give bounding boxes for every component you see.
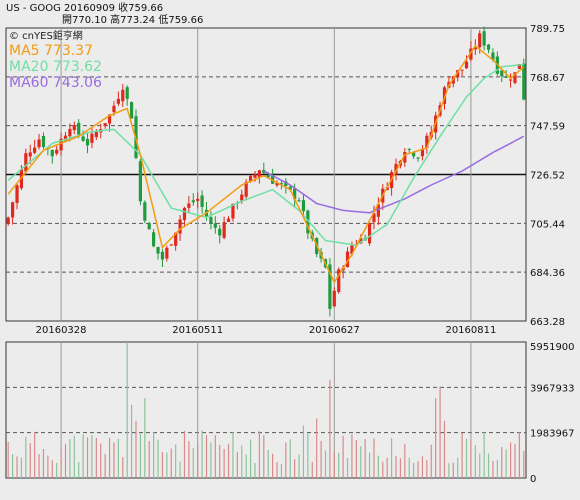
candlestick [213, 216, 217, 234]
candlestick [11, 201, 15, 225]
candlestick [226, 216, 231, 223]
price-tick-label: 789.75 [530, 24, 565, 35]
candlestick [372, 205, 376, 230]
legend-ma20: MA20 773.62 [9, 59, 102, 75]
candlestick [209, 211, 213, 230]
ma20-line [7, 63, 524, 246]
candlestick [107, 113, 112, 132]
candlestick [116, 91, 120, 106]
candlestick [138, 158, 143, 206]
candlestick [41, 132, 46, 149]
candlestick [200, 190, 204, 214]
legend-ma60: MA60 743.06 [9, 75, 102, 91]
date-tick-label: 20160328 [36, 325, 87, 336]
candlestick [218, 224, 222, 244]
candlestick [508, 73, 513, 88]
candlesticks [6, 26, 526, 317]
candlestick [55, 145, 59, 156]
candlestick [125, 85, 129, 106]
volume-bars [7, 342, 525, 478]
candlestick [15, 182, 19, 210]
price-tick-label: 768.67 [530, 73, 565, 84]
candlestick [297, 197, 301, 203]
candlestick [187, 196, 191, 214]
candlestick [129, 101, 134, 119]
ma5-line [7, 44, 525, 284]
candlestick [182, 206, 187, 228]
price-vertical-grid [60, 28, 472, 321]
candlestick [24, 148, 28, 176]
candlestick [33, 139, 37, 155]
candlestick [174, 232, 178, 251]
candlestick [165, 245, 169, 262]
price-tick-label: 726.52 [530, 170, 565, 181]
volume-tick-label: 5951900 [530, 342, 575, 353]
candlestick [460, 69, 464, 77]
price-tick-label: 663.28 [530, 317, 565, 328]
candlestick [275, 180, 279, 188]
moving-average-lines [7, 44, 525, 284]
candlestick [147, 221, 151, 230]
candlestick [301, 193, 306, 217]
candlestick [407, 148, 411, 153]
candlestick [332, 287, 336, 308]
candlestick [345, 247, 350, 268]
candlestick [50, 149, 54, 164]
candlestick [85, 131, 90, 154]
candlestick [59, 132, 63, 156]
candlestick [222, 216, 226, 240]
candlestick [500, 68, 504, 83]
candlestick [103, 123, 107, 129]
header-ohl-line: 開770.10 高773.24 低759.66 [62, 13, 203, 26]
volume-tick-label: 1983967 [530, 429, 575, 440]
cnyes-logo-text: © cnYES鉅亨網 [9, 29, 83, 42]
volume-axis-ticks: 5951900 3967933 1983967 0 [530, 342, 575, 485]
date-tick-label: 20160811 [445, 325, 496, 336]
candlestick [464, 55, 469, 69]
price-grid [6, 76, 526, 273]
candlestick [367, 222, 372, 246]
candlestick [81, 130, 85, 142]
candlestick [191, 193, 195, 206]
candlestick [37, 133, 41, 150]
candlestick [121, 84, 125, 107]
date-tick-label: 20160627 [309, 325, 360, 336]
candlestick [72, 121, 76, 135]
date-tick-label: 20160511 [172, 325, 223, 336]
candlestick [152, 228, 156, 248]
volume-tick-label: 0 [530, 474, 536, 485]
price-tick-label: 747.59 [530, 122, 565, 133]
header-quote-line: US - GOOG 20160909 收759.66 [6, 1, 163, 14]
candlestick [156, 246, 160, 260]
candlestick [284, 178, 288, 194]
candlestick [394, 158, 398, 181]
candlestick [420, 145, 425, 161]
candlestick [178, 215, 182, 241]
candlestick [196, 192, 200, 209]
candlestick [160, 249, 165, 268]
candlestick [425, 132, 429, 154]
candlestick [403, 147, 407, 167]
candlestick [306, 209, 310, 240]
candlestick [486, 43, 491, 54]
candlestick [169, 243, 173, 246]
candlestick [482, 26, 486, 51]
candlestick [522, 58, 526, 101]
volume-panel-frame [5, 341, 527, 479]
price-tick-label: 705.44 [530, 219, 565, 230]
price-tick-label: 684.36 [530, 268, 565, 279]
ma60-line [263, 135, 525, 214]
candlestick [231, 203, 235, 222]
date-axis-ticks: 20160328 20160511 20160627 20160811 [36, 325, 497, 336]
price-axis-ticks: 789.75 768.67 747.59 726.52 705.44 684.36 663.… [530, 24, 565, 328]
candlestick [6, 216, 10, 226]
candlestick [337, 267, 341, 294]
candlestick [416, 156, 420, 162]
candlestick [328, 258, 332, 317]
legend-ma5: MA5 773.37 [9, 43, 93, 59]
candlestick [143, 200, 147, 224]
volume-tick-label: 3967933 [530, 383, 575, 394]
